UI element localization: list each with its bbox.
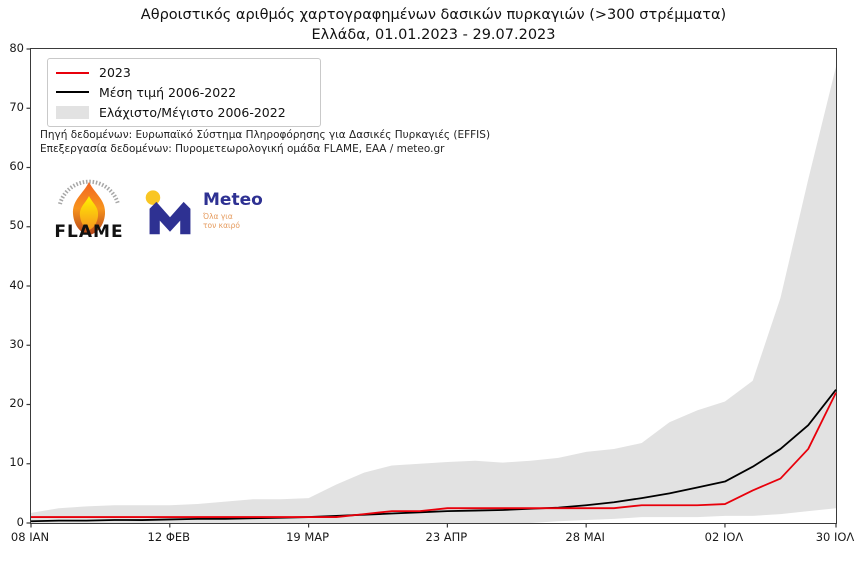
y-tick-label: 70 — [9, 99, 24, 114]
meteo-logo-text: Meteo Όλα για τον καιρό — [203, 190, 263, 231]
chart-title: Αθροιστικός αριθμός χαρτογραφημένων δασι… — [140, 7, 727, 23]
meteo-tagline: Όλα για τον καιρό — [203, 212, 263, 231]
legend-item-mean: Μέση τιμή 2006-2022 — [56, 83, 312, 102]
legend-item-2023: 2023 — [56, 63, 312, 82]
y-tick-label: 0 — [16, 514, 24, 529]
y-tick-label: 40 — [9, 277, 24, 292]
y-tick-label: 60 — [9, 159, 24, 173]
legend-label: Μέση τιμή 2006-2022 — [99, 84, 237, 100]
legend-item-minmax: Ελάχιστο/Μέγιστο 2006-2022 — [56, 103, 312, 122]
chart-canvas — [26, 48, 837, 528]
legend-patch-swatch-gray — [56, 105, 89, 119]
series-line-2023 — [31, 392, 837, 518]
source-line-2: Επεξεργασία δεδομένων: Πυρομετεωρολογική… — [40, 142, 445, 155]
meteo-logo: Meteo Όλα για τον καιρό — [144, 184, 263, 236]
y-tick-label: 80 — [9, 40, 24, 55]
chart-subtitle: Ελλάδα, 01.01.2023 - 29.07.2023 — [311, 26, 556, 43]
meteo-tagline-line1: Όλα για — [203, 212, 233, 221]
x-tick-label: 28 ΜΑΙ — [565, 530, 605, 544]
logos-block: FLAME Meteo Όλα για τον καιρό — [50, 178, 263, 242]
flame-logo: FLAME — [50, 178, 128, 242]
x-tick-label: 12 ΦΕΒ — [147, 530, 191, 544]
flame-arc-decoration — [58, 179, 120, 205]
meteo-name: Meteo — [203, 190, 263, 210]
x-tick-label: 19 ΜΑΡ — [286, 530, 330, 544]
y-tick-label: 30 — [9, 336, 24, 351]
flame-icon — [58, 179, 120, 235]
chart-title-block: Αθροιστικός αριθμός χαρτογραφημένων δασι… — [30, 6, 837, 45]
x-tick-label: 30 ΙΟΛ — [815, 530, 855, 544]
meteo-tagline-line2: τον καιρό — [203, 221, 240, 231]
legend-line-swatch-black — [56, 91, 89, 94]
plot-area — [26, 48, 837, 528]
y-tick-label: 20 — [9, 396, 24, 410]
data-source-note: Πηγή δεδομένων: Ευρωπαϊκό Σύστημα Πληροφ… — [40, 129, 490, 157]
legend-label: 2023 — [99, 65, 131, 81]
meteo-m-icon — [145, 190, 191, 235]
flame-logo-text: FLAME — [54, 222, 124, 242]
series-line-mean — [30, 389, 837, 523]
legend-line-swatch-red — [56, 71, 89, 74]
x-tick-label: 23 ΑΠΡ — [425, 530, 468, 544]
x-tick-label: 08 ΙΑΝ — [10, 530, 50, 544]
chart-legend: 2023 Μέση τιμή 2006-2022 Ελάχιστο/Μέγιστ… — [47, 58, 321, 127]
y-tick-label: 10 — [9, 455, 24, 470]
x-tick-label: 02 ΙΟΛ — [704, 530, 744, 544]
minmax-band — [31, 66, 836, 524]
source-line-1: Πηγή δεδομένων: Ευρωπαϊκό Σύστημα Πληροφ… — [40, 129, 491, 141]
y-tick-label: 50 — [9, 218, 24, 233]
legend-label: Ελάχιστο/Μέγιστο 2006-2022 — [99, 104, 286, 120]
